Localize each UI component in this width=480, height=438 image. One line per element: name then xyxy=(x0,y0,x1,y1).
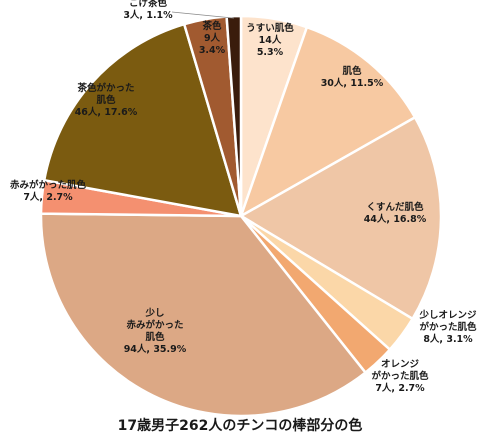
pie-slice-9 xyxy=(225,14,243,217)
slice-label-4: オレンジがかった肌色 7人, 2.7% xyxy=(371,359,429,394)
slice-labels: うすい肌色 14人 5.3% 肌色 30人, 11.5% くすんだ肌色 44人, 16.8%… xyxy=(10,0,477,394)
pie-slice-1 xyxy=(238,25,417,219)
slice-label-0: うすい肌色 14人 5.3% xyxy=(246,22,294,58)
slice-label-6: 赤みがかった肌色 7人, 2.7% xyxy=(10,179,87,203)
slice-label-2: くすんだ肌色 44人, 16.8% xyxy=(364,201,427,225)
slice-label-5: 少し赤みがかった肌色 94人, 35.9% xyxy=(124,307,187,355)
pie-slice-2 xyxy=(238,115,443,321)
slice-label-3: 少しオレンジがかった肌色 8人, 3.1% xyxy=(418,309,477,345)
slice-label-8: 茶色 9人 3.4% xyxy=(199,20,226,56)
leader-line-9 xyxy=(171,11,234,19)
pie-slice-5 xyxy=(39,212,368,418)
pie-slices xyxy=(39,14,443,418)
leader-lines xyxy=(171,11,234,19)
slice-label-1: 肌色 30人, 11.5% xyxy=(321,65,384,89)
pie-slice-7 xyxy=(42,22,243,218)
slice-label-7: 茶色がかった肌色 46人, 17.6% xyxy=(75,82,138,118)
chart-title: 17歳男子262人のチンコの棒部分の色 xyxy=(118,417,363,434)
slice-label-9: こげ茶色 3人, 1.1% xyxy=(123,0,173,21)
